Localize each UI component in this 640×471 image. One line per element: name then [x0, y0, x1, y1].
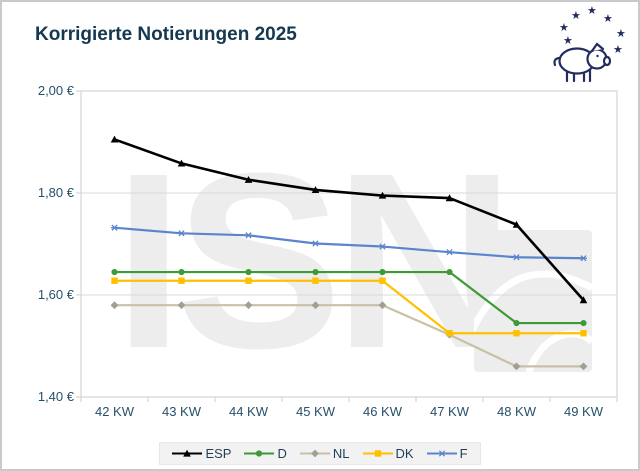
data-point-marker-circle [580, 319, 587, 327]
data-point-marker-diamond [311, 301, 320, 310]
data-point-marker-square [580, 330, 587, 337]
data-point-marker-triangle [177, 159, 186, 167]
legend-label: D [277, 446, 287, 461]
data-point-marker-square [245, 277, 252, 284]
legend-item-f: F [426, 446, 468, 461]
isn-watermark: ISN [114, 121, 515, 400]
y-tick-label: 1,40 € [37, 389, 74, 404]
data-point-marker-square [513, 330, 520, 337]
data-point-marker-diamond [244, 301, 253, 310]
data-point-marker-square [178, 277, 185, 284]
x-axis-labels: 42 KW 43 KW 44 KW 45 KW 46 KW 47 KW 48 K… [81, 404, 617, 419]
data-point-marker-triangle [445, 194, 454, 202]
data-point-marker-circle [178, 268, 185, 276]
data-point-marker-triangle [244, 175, 253, 183]
data-point-marker-square [379, 277, 386, 284]
data-point-marker-star [111, 224, 118, 231]
star-icon: ★ [559, 22, 569, 34]
x-tick-label: 47 KW [429, 404, 469, 419]
legend-item-dk: DK [362, 446, 414, 461]
legend-item-esp: ESP [172, 446, 231, 461]
data-point-marker-circle [245, 268, 252, 276]
data-point-marker-diamond [110, 301, 119, 310]
x-tick-label: 42 KW [94, 404, 134, 419]
data-point-marker-star [446, 249, 453, 256]
legend-marker-icon [244, 450, 275, 457]
data-point-marker-triangle [579, 296, 588, 304]
data-point-marker-star [312, 240, 319, 247]
legend-label: DK [395, 446, 414, 461]
y-tick-label: 1,60 € [37, 287, 74, 302]
data-point-marker-star [178, 230, 185, 237]
data-point-marker-circle [111, 268, 118, 276]
data-point-marker-star [513, 254, 520, 261]
data-point-marker-square [111, 277, 118, 284]
data-point-marker-diamond [512, 362, 521, 371]
data-point-marker-square [312, 277, 319, 284]
data-point-marker-circle [379, 268, 386, 276]
star-icon: ★ [587, 5, 597, 17]
data-point-marker-star [379, 243, 386, 250]
data-point-marker-triangle [378, 191, 387, 199]
x-tick-label: 49 KW [563, 404, 603, 419]
series-line-dk [114, 279, 584, 335]
star-icon: ★ [563, 35, 573, 47]
data-point-marker-square [374, 450, 381, 457]
legend-item-d: D [244, 446, 287, 461]
legend-marker-icon [362, 450, 393, 457]
y-tick-label: 2,00 € [37, 83, 74, 98]
series-line-nl [114, 304, 584, 368]
data-point-marker-diamond [177, 301, 186, 310]
series-line-f [114, 226, 584, 260]
data-point-marker-star [245, 232, 252, 239]
data-point-marker-circle [446, 268, 453, 276]
data-point-marker-square [446, 330, 453, 337]
legend-box: ESP D NL DK F [159, 442, 481, 465]
y-tick-label: 1,80 € [37, 185, 74, 200]
watermark-pig-outline-icon [460, 270, 595, 374]
legend-marker-icon [426, 450, 457, 457]
series-line-esp [114, 138, 585, 301]
data-point-marker-triangle [311, 186, 320, 194]
legend-marker-icon [172, 449, 203, 457]
legend: ESP D NL DK F [2, 442, 638, 465]
data-point-marker-triangle [512, 220, 521, 228]
data-point-marker-diamond [378, 301, 387, 310]
x-tick-label: 48 KW [496, 404, 536, 419]
x-tick-label: 45 KW [295, 404, 335, 419]
legend-item-nl: NL [299, 446, 350, 461]
data-point-marker-triangle [110, 135, 119, 143]
isn-logo: ★ ★ ★ ★ ★ ★ ★ [542, 6, 634, 86]
data-point-marker-circle [312, 268, 319, 276]
star-icon: ★ [603, 13, 613, 25]
x-tick-label: 46 KW [362, 404, 402, 419]
series-line-d [114, 270, 584, 325]
legend-label: F [459, 446, 468, 461]
legend-marker-icon [299, 449, 330, 458]
page-title: Korrigierte Notierungen 2025 [35, 24, 297, 45]
data-point-marker-star [580, 255, 587, 262]
star-icon: ★ [571, 10, 581, 22]
x-tick-label: 43 KW [161, 404, 201, 419]
data-point-marker-circle [256, 450, 263, 457]
legend-label: NL [332, 446, 350, 461]
data-point-marker-circle [513, 319, 520, 327]
star-icon: ★ [613, 44, 623, 56]
data-point-marker-triangle [183, 449, 192, 457]
star-icon: ★ [616, 28, 626, 40]
x-tick-label: 44 KW [228, 404, 268, 419]
data-point-marker-star [438, 450, 446, 457]
pig-icon [553, 42, 612, 83]
data-point-marker-diamond [579, 362, 588, 371]
data-point-marker-diamond [310, 449, 319, 458]
watermark-pig-block [460, 230, 595, 374]
legend-label: ESP [205, 446, 232, 461]
